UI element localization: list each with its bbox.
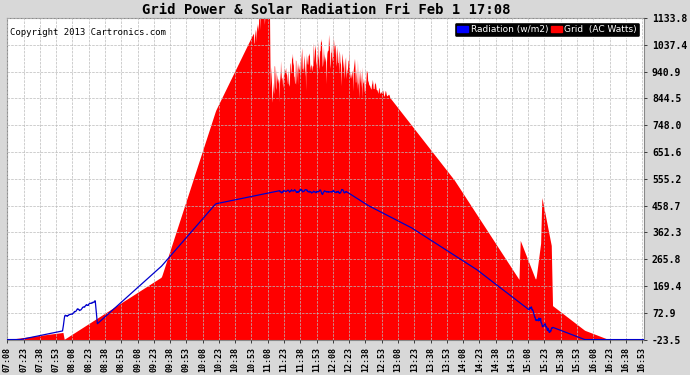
Title: Grid Power & Solar Radiation Fri Feb 1 17:08: Grid Power & Solar Radiation Fri Feb 1 1… bbox=[141, 3, 510, 17]
Legend: Radiation (w/m2), Grid  (AC Watts): Radiation (w/m2), Grid (AC Watts) bbox=[455, 22, 640, 37]
Text: Copyright 2013 Cartronics.com: Copyright 2013 Cartronics.com bbox=[10, 28, 166, 37]
